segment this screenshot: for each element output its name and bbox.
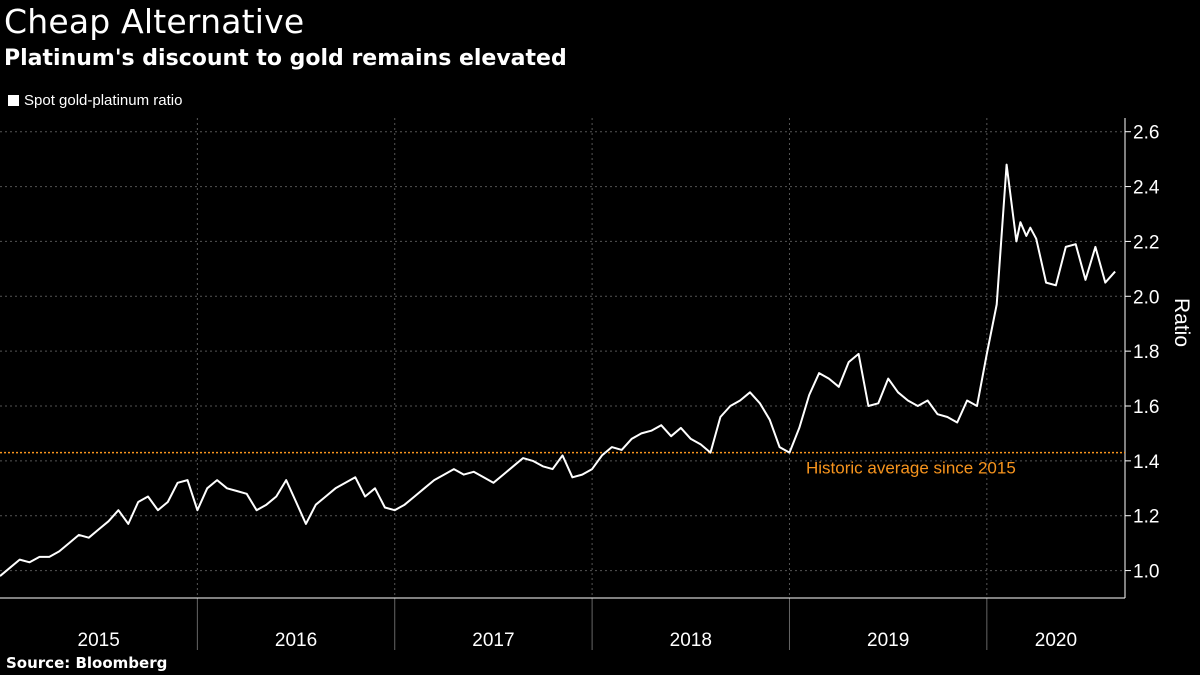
y-tick-label: 2.2 [1133,232,1159,253]
legend: Spot gold-platinum ratio [8,92,182,109]
legend-swatch [8,95,19,106]
source-note: Source: Bloomberg [6,654,168,672]
y-tick-label: 1.0 [1133,562,1159,583]
y-tick-label: 1.8 [1133,342,1159,363]
y-tick-label: 2.6 [1133,123,1159,144]
reference-label: Historic average since 2015 [806,459,1016,478]
x-tick-label: 2016 [275,630,317,651]
series-line [0,163,1116,577]
y-tick-label: 1.2 [1133,507,1159,528]
y-tick-label: 1.6 [1133,397,1159,418]
y-tick-label: 2.4 [1133,178,1160,199]
x-tick-label: 2020 [1035,630,1077,651]
x-tick-label: 2017 [472,630,514,651]
x-tick-label: 2019 [867,630,909,651]
y-tick-label: 1.4 [1133,452,1160,473]
legend-label: Spot gold-platinum ratio [24,92,183,109]
chart-subtitle: Platinum's discount to gold remains elev… [4,46,567,71]
chart-title: Cheap Alternative [4,2,305,41]
y-axis-label: Ratio [1170,298,1193,347]
x-tick-label: 2015 [78,630,120,651]
y-tick-label: 2.0 [1133,287,1159,308]
x-tick-label: 2018 [670,630,712,651]
